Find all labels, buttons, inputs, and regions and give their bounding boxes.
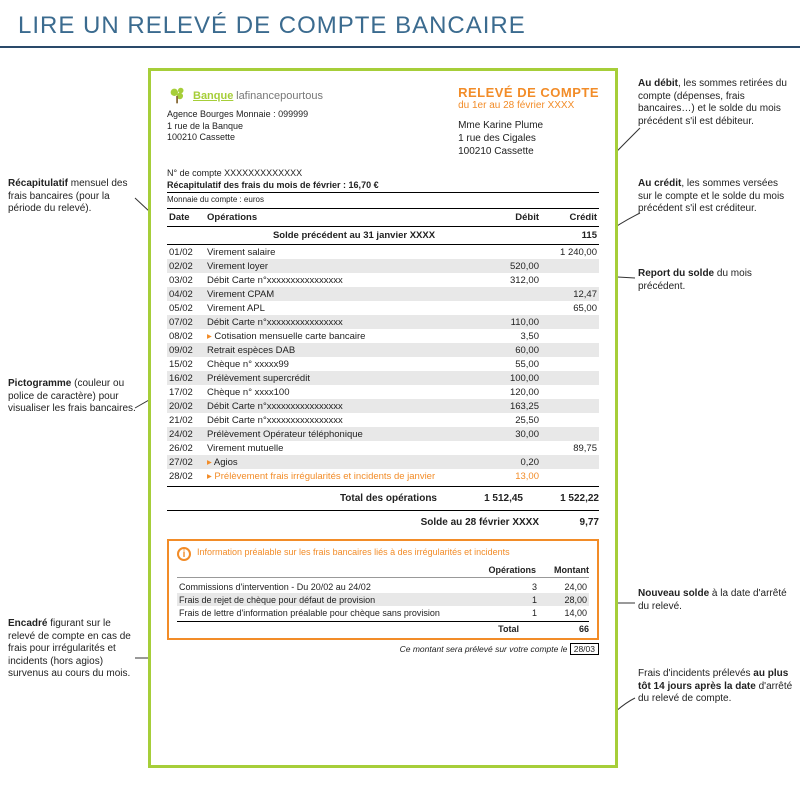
table-row: 15/02Chèque n° xxxxx9955,00: [167, 357, 599, 371]
table-row: 27/02▸ Agios0,20: [167, 455, 599, 469]
fees-recap: Récapitulatif des frais du mois de févri…: [167, 180, 599, 193]
table-row: 07/02Débit Carte n°xxxxxxxxxxxxxxxx110,0…: [167, 315, 599, 329]
statement-title: RELEVÉ DE COMPTE: [458, 85, 599, 100]
table-row: 09/02Retrait espèces DAB60,00: [167, 343, 599, 357]
table-row: 08/02▸ Cotisation mensuelle carte bancai…: [167, 329, 599, 343]
statement-period: du 1er au 28 février XXXX: [458, 100, 599, 111]
annot-picto: Pictogramme (couleur ou police de caract…: [8, 378, 138, 416]
totals-row: Total des opérations 1 512,45 1 522,22: [167, 490, 599, 507]
account-number: N° de compte XXXXXXXXXXXXX: [167, 168, 599, 178]
closing-balance: Solde au 28 février XXXX 9,77: [167, 514, 599, 531]
customer-address: Mme Karine Plume 1 rue des Cigales 10021…: [458, 119, 599, 158]
content-wrap: Récapitulatif mensuel des frais bancaire…: [0, 48, 800, 788]
table-row: 17/02Chèque n° xxxx100120,00: [167, 385, 599, 399]
bank-logo: Banque lafinancepourtous: [167, 85, 405, 107]
annot-nouveau: Nouveau solde à la date d'arrêté du rele…: [638, 588, 793, 613]
table-row: 16/02Prélèvement supercrédit100,00: [167, 371, 599, 385]
info-box: i Information préalable sur les frais ba…: [167, 539, 599, 640]
table-row: 24/02Prélèvement Opérateur téléphonique3…: [167, 427, 599, 441]
footnote: Ce montant sera prélevé sur votre compte…: [167, 644, 599, 654]
table-row: 04/02Virement CPAM12,47: [167, 287, 599, 301]
bank-statement: Banque lafinancepourtous Agence Bourges …: [148, 68, 618, 768]
table-row: 21/02Débit Carte n°xxxxxxxxxxxxxxxx25,50: [167, 413, 599, 427]
page-title: LIRE UN RELEVÉ DE COMPTE BANCAIRE: [0, 0, 800, 48]
annot-credit: Au crédit, les sommes versées sur le com…: [638, 178, 793, 216]
table-row: 28/02▸ Prélèvement frais irrégularités e…: [167, 469, 599, 483]
annot-debit: Au débit, les sommes retirées du compte …: [638, 78, 793, 128]
info-icon: i: [177, 547, 191, 561]
info-row: Frais de rejet de chèque pour défaut de …: [177, 593, 589, 606]
table-row: 20/02Débit Carte n°xxxxxxxxxxxxxxxx163,2…: [167, 399, 599, 413]
annot-frais14: Frais d'incidents prélevés au plus tôt 1…: [638, 668, 793, 706]
annot-report: Report du solde du mois précédent.: [638, 268, 793, 293]
annot-recap: Récapitulatif mensuel des frais bancaire…: [8, 178, 138, 216]
currency: Monnaie du compte : euros: [167, 195, 599, 204]
info-row: Commissions d'intervention - Du 20/02 au…: [177, 580, 589, 593]
tree-icon: [167, 85, 189, 107]
table-row: 02/02Virement loyer520,00: [167, 259, 599, 273]
table-row: 05/02Virement APL65,00: [167, 301, 599, 315]
bank-address: Agence Bourges Monnaie : 099999 1 rue de…: [167, 109, 405, 144]
operations-table: Date Opérations Débit Crédit Solde précé…: [167, 208, 599, 483]
annot-encadre: Encadré figurant sur le relevé de compte…: [8, 618, 138, 681]
table-row: 01/02Virement salaire1 240,00: [167, 245, 599, 260]
table-row: 03/02Débit Carte n°xxxxxxxxxxxxxxxx312,0…: [167, 273, 599, 287]
info-row: Frais de lettre d'information préalable …: [177, 606, 589, 619]
table-row: 26/02Virement mutuelle89,75: [167, 441, 599, 455]
